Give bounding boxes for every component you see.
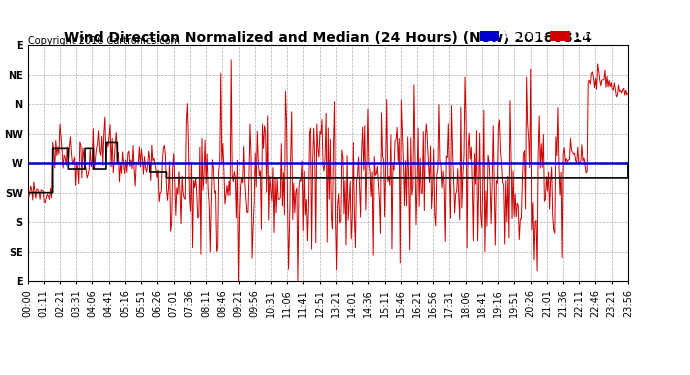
Legend: Average, Direction: Average, Direction [480, 31, 623, 41]
Title: Wind Direction Normalized and Median (24 Hours) (New) 20160814: Wind Direction Normalized and Median (24… [63, 31, 592, 45]
Text: Copyright 2016 Cartronics.com: Copyright 2016 Cartronics.com [28, 36, 179, 45]
